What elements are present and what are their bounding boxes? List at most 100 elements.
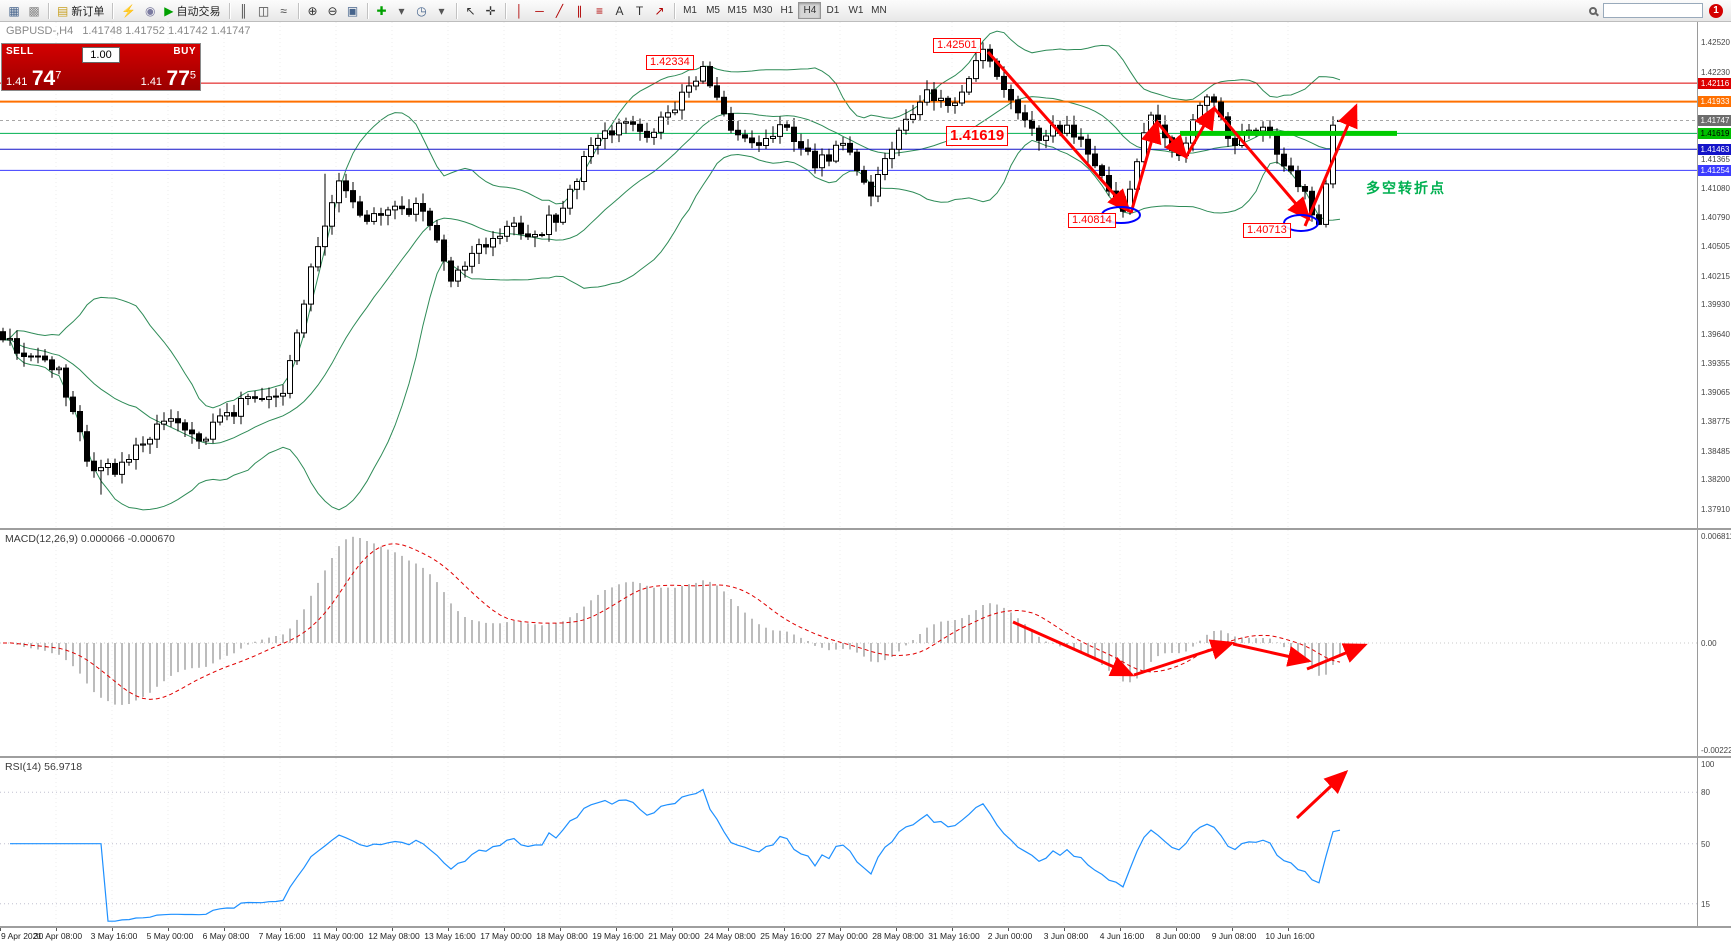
- vertical-line-icon[interactable]: │: [510, 2, 530, 20]
- buy-button[interactable]: BUY 1.41 775: [122, 44, 200, 90]
- rsi-indicator-label: RSI(14) 56.9718: [5, 761, 82, 773]
- macd-panel[interactable]: [0, 530, 1697, 756]
- toolbar-separator: [504, 2, 506, 19]
- price-tick: 1.39640: [1701, 330, 1730, 339]
- new-order-button[interactable]: ▤ 新订单: [53, 2, 108, 20]
- panel-divider[interactable]: [0, 528, 1731, 530]
- tile-windows-icon[interactable]: ▣: [343, 2, 363, 20]
- rsi-panel[interactable]: [0, 758, 1697, 926]
- time-label: 3 May 16:00: [90, 931, 138, 941]
- horizontal-line-icon: ─: [535, 3, 544, 18]
- zoom-in-icon[interactable]: ⊕: [303, 2, 323, 20]
- crosshair-icon[interactable]: ✛: [481, 2, 501, 20]
- new-chart-icon[interactable]: ▦: [4, 2, 24, 20]
- fibonacci-icon[interactable]: ≡: [590, 2, 610, 20]
- periods-icon[interactable]: ◷: [412, 2, 432, 20]
- time-axis[interactable]: 9 Apr 2021 30 Apr 08:00 3 May 16:00 5 May 0…: [0, 928, 1731, 942]
- profiles-icon[interactable]: ▩: [24, 2, 44, 20]
- price-scale[interactable]: 1.42520 1.42230 1.41365 1.41080 1.40790 1.405…: [1697, 22, 1731, 928]
- macd-values: 0.000066 -0.000670: [80, 533, 175, 545]
- cursor-icon[interactable]: ↖: [461, 2, 481, 20]
- fibonacci-icon: ≡: [596, 3, 604, 18]
- mql-lightning-icon[interactable]: ⚡: [117, 2, 140, 20]
- volume-input[interactable]: [82, 47, 120, 63]
- price-tag: 1.41254: [1698, 165, 1731, 176]
- time-label: 27 May 00:00: [816, 931, 868, 941]
- templates-dropdown-icon[interactable]: ▾: [432, 2, 452, 20]
- time-label: 8 Jun 00:00: [1155, 931, 1201, 941]
- line-chart-icon: ≈: [280, 3, 287, 18]
- trendline-icon[interactable]: ╱: [550, 2, 570, 20]
- time-tick: [0, 928, 1, 931]
- candlestick-icon: ◫: [257, 3, 270, 18]
- time-tick: [1120, 928, 1121, 931]
- text-icon[interactable]: A: [610, 2, 630, 20]
- time-label: 17 May 00:00: [480, 931, 532, 941]
- time-tick: [616, 928, 617, 931]
- channel-icon[interactable]: ∥: [570, 2, 590, 20]
- community-icon[interactable]: ◉: [140, 2, 160, 20]
- time-tick: [672, 928, 673, 931]
- indicators-dropdown-icon: ▾: [398, 3, 405, 18]
- timeframe-w1[interactable]: W1: [844, 2, 867, 19]
- price-tick: 1.37910: [1701, 505, 1730, 514]
- oneclick-trading-panel: SELL 1.41 747 BUY 1.41 775: [2, 44, 200, 90]
- timeframe-m15[interactable]: M15: [725, 2, 750, 19]
- text-icon: A: [615, 3, 624, 18]
- buy-price-base: 1.41: [140, 76, 163, 88]
- time-label: 5 May 00:00: [146, 931, 194, 941]
- bar-chart-icon[interactable]: ║: [234, 2, 254, 20]
- zoom-out-icon[interactable]: ⊖: [323, 2, 343, 20]
- indicators-icon[interactable]: ✚: [372, 2, 392, 20]
- price-tick: 1.38200: [1701, 475, 1730, 484]
- timeframe-mn[interactable]: MN: [867, 2, 890, 19]
- price-tick: 1.38775: [1701, 417, 1730, 426]
- notification-badge[interactable]: 1: [1709, 3, 1723, 18]
- toolbar-separator: [297, 2, 299, 19]
- sell-button[interactable]: SELL 1.41 747: [2, 44, 80, 90]
- price-tick: 1.42520: [1701, 38, 1730, 47]
- timeframe-d1[interactable]: D1: [821, 2, 844, 19]
- label-icon[interactable]: T: [630, 2, 650, 20]
- templates-dropdown-icon: ▾: [438, 3, 445, 18]
- time-tick: [952, 928, 953, 931]
- toolbar-separator: [228, 2, 230, 19]
- line-chart-icon[interactable]: ≈: [274, 2, 294, 20]
- zoom-out-icon: ⊖: [327, 3, 338, 18]
- indicators-dropdown-icon[interactable]: ▾: [392, 2, 412, 20]
- horizontal-line-icon[interactable]: ─: [530, 2, 550, 20]
- bar-chart-icon: ║: [239, 3, 248, 18]
- autotrading-button-label: 自动交易: [176, 5, 221, 18]
- bollinger-band: [2, 30, 1341, 409]
- sell-price-point: 7: [55, 69, 62, 82]
- autotrading-icon: ▶: [164, 3, 174, 18]
- new-order-button-label: 新订单: [71, 5, 105, 18]
- label-icon: T: [635, 3, 644, 18]
- timeframe-m1[interactable]: M1: [679, 2, 702, 19]
- rsi-value: 56.9718: [44, 761, 83, 773]
- annotation-price-label: 1.40713: [1243, 223, 1291, 238]
- timeframe-m30[interactable]: M30: [750, 2, 775, 19]
- search-icon: [1589, 6, 1597, 15]
- main-chart[interactable]: [0, 22, 1697, 528]
- panel-divider[interactable]: [0, 756, 1731, 758]
- autotrading-button[interactable]: ▶ 自动交易: [160, 2, 224, 20]
- candlestick-icon[interactable]: ◫: [254, 2, 274, 20]
- macd-name: MACD(12,26,9): [5, 533, 78, 545]
- timeframe-m5[interactable]: M5: [702, 2, 725, 19]
- macd-scale-value: 0.00: [1701, 639, 1717, 648]
- time-tick: [1232, 928, 1233, 931]
- timeframe-h1[interactable]: H1: [775, 2, 798, 19]
- toolbar-separator: [455, 2, 457, 19]
- arrows-icon[interactable]: ↗: [650, 2, 670, 20]
- toolbar-separator: [48, 2, 49, 19]
- time-tick: [280, 928, 281, 931]
- panel-divider[interactable]: [0, 926, 1731, 928]
- community-icon: ◉: [145, 3, 156, 18]
- price-tag: 1.42116: [1698, 78, 1731, 89]
- annotation-price-label: 1.42501: [933, 38, 981, 53]
- buy-label: BUY: [173, 46, 196, 57]
- search-input[interactable]: [1603, 3, 1703, 18]
- time-tick: [840, 928, 841, 931]
- timeframe-h4[interactable]: H4: [798, 2, 822, 19]
